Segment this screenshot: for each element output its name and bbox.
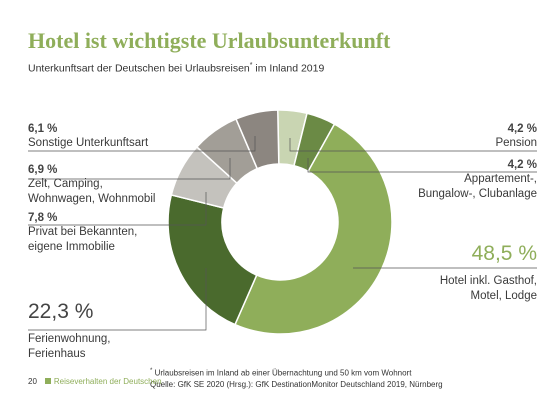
label-ferien-text-1: Ferienwohnung, [28,333,111,345]
label-sonstige-percent: 6,1 % [28,123,58,135]
leader-line-ferien [28,268,207,331]
label-pension-text: Pension [495,137,537,149]
footnote-line-1-text: Urlaubsreisen im Inland ab einer Übernac… [152,368,412,378]
label-appartement-text-2: Bungalow-, Clubanlage [418,188,537,200]
label-sonstige-text: Sonstige Unterkunftsart [28,137,149,149]
label-privat-text-2: eigene Immobilie [28,241,115,253]
chart-title: Hotel ist wichtigste Urlaubsunterkunft [28,28,391,53]
subtitle-suffix: im Inland 2019 [252,62,325,75]
leader-line-privat [28,192,207,226]
label-hotel-text-1: Hotel inkl. Gasthof, [439,275,537,287]
footnote: * Urlaubsreisen im Inland ab einer Übern… [150,366,443,390]
label-ferien-text-2: Ferienhaus [28,348,86,360]
label-zelt-percent: 6,9 % [28,164,58,176]
section-name: Reiseverhalten der Deutschen [53,377,162,386]
page-footer: 20 Reiseverhalten der Deutschen [28,377,162,386]
section-marker-icon [44,378,51,384]
label-privat-text-1: Privat bei Bekannten, [28,226,138,238]
donut-slices [167,109,393,335]
label-sonstige: 6,1 % Sonstige Unterkunftsart [28,122,148,151]
donut-slice-ferienwohnung [167,194,258,326]
subtitle-text: Unterkunftsart der Deutschen bei Urlaubs… [28,62,250,75]
leader-line-appartement [307,158,537,173]
label-ferien: 22,3 % Ferienwohnung, Ferienhaus [28,300,110,362]
label-hotel: 48,5 % Hotel inkl. Gasthof, Motel, Lodge [440,242,537,304]
subtitle-footnote-mark: * [249,62,253,69]
page-number: 20 [28,377,37,386]
label-privat-percent: 7,8 % [28,212,58,224]
donut-slice-sonstige [235,109,280,170]
leader-line-pension [289,138,537,152]
label-pension-percent: 4,2 % [507,123,537,135]
leader-line-zelt [28,158,231,180]
footnote-line-2: Quelle: GfK SE 2020 (Hrsg.): GfK Destina… [150,379,443,389]
label-hotel-text-2: Motel, Lodge [470,290,538,302]
label-zelt: 6,9 % Zelt, Camping, Wohnwagen, Wohnmobi… [28,163,155,207]
label-zelt-text-1: Zelt, Camping, [28,178,103,190]
label-appartement-percent: 4,2 % [507,159,537,171]
label-appartement: 4,2 % Appartement-, Bungalow-, Clubanlag… [418,158,537,202]
label-pension: 4,2 % Pension [495,122,537,151]
label-ferien-percent: 22,3 % [28,300,94,323]
leader-line-sonstige [28,136,256,152]
footnote-mark: * [150,368,153,374]
footnote-line-1: * Urlaubsreisen im Inland ab einer Übern… [150,366,443,379]
donut-slice-hotel [234,123,393,335]
label-privat: 7,8 % Privat bei Bekannten, eigene Immob… [28,211,137,255]
leader-lines [28,136,537,331]
label-hotel-percent: 48,5 % [471,242,537,265]
label-zelt-text-2: Wohnwagen, Wohnmobil [28,193,156,205]
label-appartement-text-1: Appartement-, [464,173,537,185]
chart-subtitle: Unterkunftsart der Deutschen bei Urlaubs… [28,62,324,75]
